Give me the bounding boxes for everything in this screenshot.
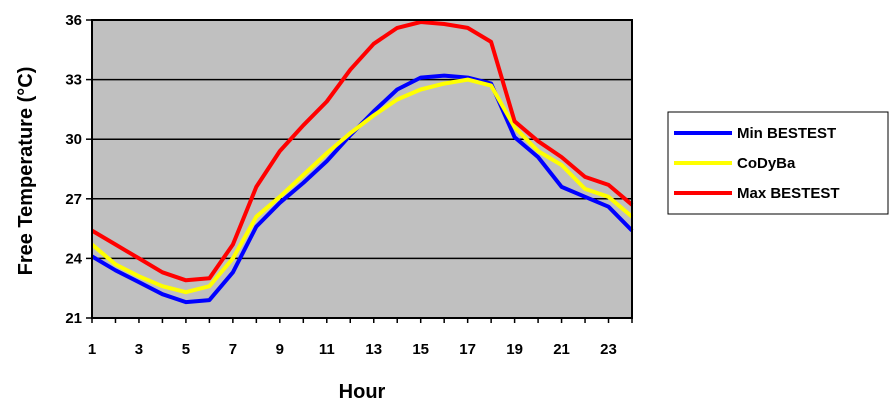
y-tick-label: 30 xyxy=(65,131,82,148)
x-tick-label: 15 xyxy=(412,341,429,358)
x-tick-label: 5 xyxy=(182,341,190,358)
y-tick-label: 21 xyxy=(65,310,82,327)
y-tick-label: 33 xyxy=(65,72,82,89)
x-axis: 1 3 5 7 9 11 13 15 17 19 21 23 xyxy=(88,318,633,358)
x-axis-title: Hour xyxy=(339,381,386,403)
legend-label: Max BESTEST xyxy=(737,185,840,202)
plot-area xyxy=(92,20,632,318)
y-tick-label: 24 xyxy=(65,250,82,267)
x-tick-label: 19 xyxy=(506,341,523,358)
x-tick-label: 17 xyxy=(459,341,476,358)
legend-label: CoDyBa xyxy=(737,155,796,172)
y-tick-label: 27 xyxy=(65,191,82,208)
x-tick-label: 3 xyxy=(135,341,143,358)
legend-label: Min BESTEST xyxy=(737,125,836,142)
plot-border xyxy=(91,19,633,319)
y-axis-title: Free Temperature (°C) xyxy=(15,67,37,276)
x-tick-label: 1 xyxy=(88,341,96,358)
x-tick-label: 23 xyxy=(600,341,617,358)
x-tick-label: 13 xyxy=(365,341,382,358)
y-axis: 21 24 27 30 33 36 xyxy=(65,12,92,327)
series-line-codyba xyxy=(90,77,634,295)
x-tick-label: 11 xyxy=(319,341,335,358)
x-tick-label: 21 xyxy=(553,341,570,358)
legend: Min BESTEST CoDyBa Max BESTEST xyxy=(667,111,889,215)
y-tick-label: 36 xyxy=(65,12,82,29)
series-group xyxy=(90,20,634,305)
series-line-max-bestest xyxy=(90,20,634,283)
x-tick-label: 9 xyxy=(276,341,284,358)
x-tick-label: 7 xyxy=(229,341,237,358)
